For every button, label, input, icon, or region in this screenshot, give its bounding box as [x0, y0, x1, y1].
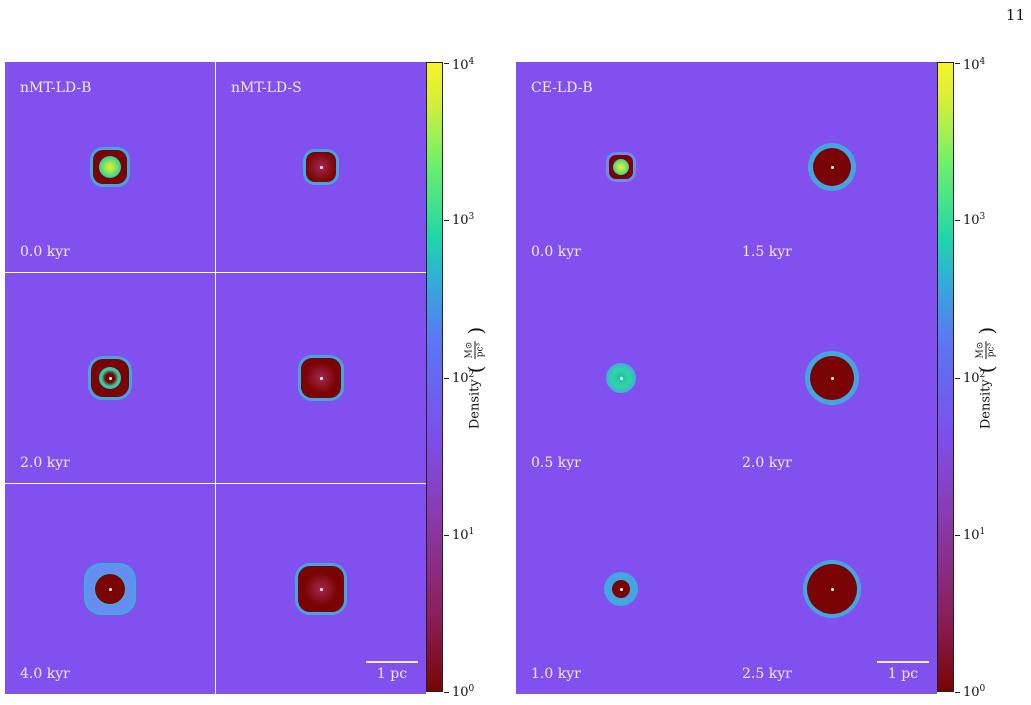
colorbar-tick: 102 — [452, 369, 475, 387]
colorbar: 100 101 102 103 104 Density ( M⊙ pc³ ) — [426, 57, 487, 700]
colorbar-tick: 101 — [452, 526, 475, 544]
colorbar-tick: 101 — [963, 526, 986, 544]
panel-time: 0.0 kyr — [531, 244, 581, 260]
left-figure: nMT-LD-B 0.0 kyr nMT-LD-S 2.0 kyr — [5, 57, 515, 700]
page-number: 11 — [1005, 6, 1025, 24]
colorbar-label: Density ( M⊙ pc³ ) — [463, 326, 487, 430]
panel-nmt-ld-b-t2: 4.0 kyr — [5, 484, 215, 694]
colorbar-label: Density ( M⊙ pc³ ) — [974, 326, 998, 430]
panel-time: 0.5 kyr — [531, 455, 581, 471]
colorbar-tick: 100 — [963, 683, 986, 701]
panel-nmt-ld-b-t1: 2.0 kyr — [5, 273, 215, 483]
panel-ce-ld-b-t20: 2.0 kyr — [727, 273, 937, 483]
panel-nmt-ld-s-t2: 1 pc — [216, 484, 426, 694]
panel-time: 1.0 kyr — [531, 666, 581, 682]
density-blob — [810, 356, 854, 400]
panel-ce-ld-b-t10: 1.0 kyr — [516, 484, 726, 694]
colorbar-tick: 102 — [963, 369, 986, 387]
panel-nmt-ld-b-t0: nMT-LD-B 0.0 kyr — [5, 62, 215, 272]
scale-bar-label: 1 pc — [376, 666, 408, 682]
colorbar: 100 101 102 103 104 Density ( M⊙ pc³ ) — [937, 57, 998, 700]
density-blob — [298, 566, 344, 612]
panel-ce-ld-b-t15: 1.5 kyr — [727, 62, 937, 272]
density-blob — [306, 152, 336, 182]
panel-title: CE-LD-B — [531, 80, 593, 96]
panel-time: 2.0 kyr — [742, 455, 792, 471]
density-blob — [813, 148, 851, 186]
panel-time: 1.5 kyr — [742, 244, 792, 260]
scale-bar: 1 pc — [366, 661, 418, 682]
colorbar-tick: 103 — [452, 211, 475, 229]
panel-time: 2.0 kyr — [20, 455, 70, 471]
panel-nmt-ld-s-t1 — [216, 273, 426, 483]
density-blob — [609, 155, 633, 179]
colorbar-tick: 104 — [452, 56, 475, 74]
panel-title: nMT-LD-B — [20, 80, 92, 96]
scale-bar: 1 pc — [877, 661, 929, 682]
panel-time: 4.0 kyr — [20, 666, 70, 682]
scale-bar-label: 1 pc — [887, 666, 919, 682]
colorbar-tick: 100 — [452, 683, 475, 701]
density-blob — [807, 564, 857, 614]
density-blob — [87, 566, 133, 612]
density-blob — [93, 150, 127, 184]
colorbar-tick: 104 — [963, 56, 986, 74]
density-blob — [604, 572, 638, 606]
panel-ce-ld-b-t05: 0.5 kyr — [516, 273, 726, 483]
panel-nmt-ld-s-t0: nMT-LD-S — [216, 62, 426, 272]
right-panel-grid: CE-LD-B 0.0 kyr 1.5 kyr 0.5 kyr 2.0 kyr — [516, 62, 937, 694]
panel-title: nMT-LD-S — [231, 80, 302, 96]
panel-time: 0.0 kyr — [20, 244, 70, 260]
density-blob — [91, 359, 129, 397]
right-figure: CE-LD-B 0.0 kyr 1.5 kyr 0.5 kyr 2.0 kyr — [516, 57, 1026, 700]
panel-ce-ld-b-t25: 2.5 kyr 1 pc — [727, 484, 937, 694]
panel-ce-ld-b-t00: CE-LD-B 0.0 kyr — [516, 62, 726, 272]
panel-time: 2.5 kyr — [742, 666, 792, 682]
density-blob — [301, 358, 341, 398]
density-blob — [606, 363, 636, 393]
colorbar-tick: 103 — [963, 211, 986, 229]
